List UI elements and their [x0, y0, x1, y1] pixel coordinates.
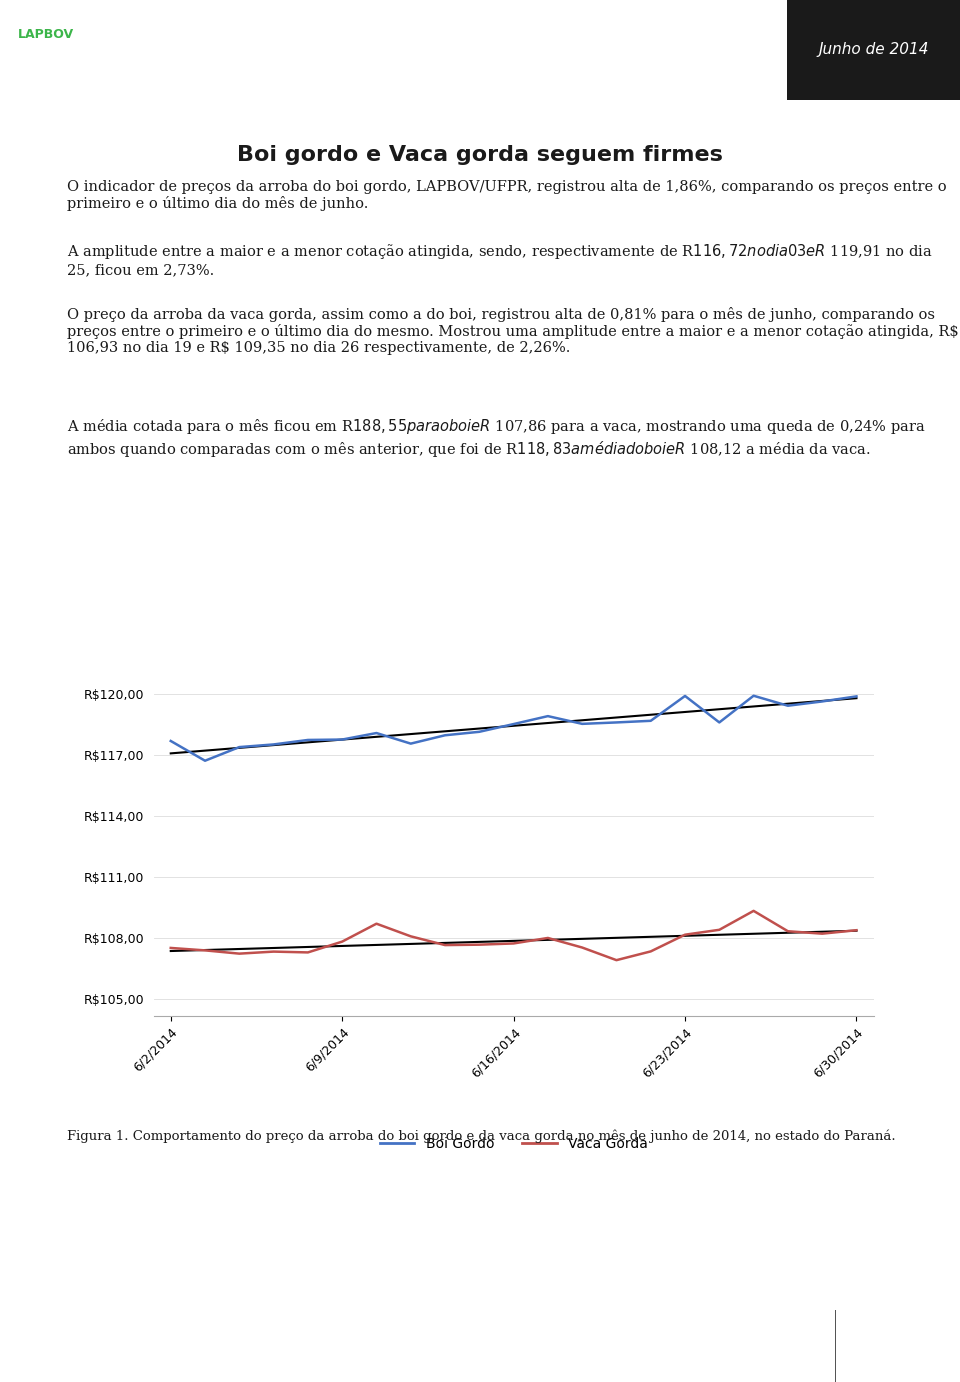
Text: INFORMATIVO MENSAL LAPBOV: INFORMATIVO MENSAL LAPBOV — [252, 37, 670, 62]
Text: Figura 1. Comportamento do preço da arroba do boi gordo e da vaca gorda no mês d: Figura 1. Comportamento do preço da arro… — [67, 1129, 896, 1143]
Bar — [835, 1310, 836, 1382]
Text: Junho de 2014: Junho de 2014 — [818, 43, 929, 57]
Text: A amplitude entre a maior e a menor cotação atingida, sendo, respectivamente de : A amplitude entre a maior e a menor cota… — [67, 242, 933, 276]
Text: 2: 2 — [891, 1336, 904, 1356]
Text: O indicador de preços da arroba do boi gordo, LAPBOV/UFPR, registrou alta de 1,8: O indicador de preços da arroba do boi g… — [67, 180, 947, 211]
Text: A média cotada para o mês ficou em R$ 188,55 para o boi e R$ 107,86 para a vaca,: A média cotada para o mês ficou em R$ 18… — [67, 417, 925, 459]
Bar — [787, 0, 960, 100]
Text: LAPBOV: LAPBOV — [17, 28, 74, 41]
Text: O preço da arroba da vaca gorda, assim como a do boi, registrou alta de 0,81% pa: O preço da arroba da vaca gorda, assim c… — [67, 307, 959, 355]
Legend: Boi Gordo, Vaca Gorda: Boi Gordo, Vaca Gorda — [374, 1132, 653, 1157]
Text: Laboratório de Pesquisas em Bovinocultura: Laboratório de Pesquisas em Bovinocultur… — [38, 1336, 478, 1356]
Text: Boi gordo e Vaca gorda seguem firmes: Boi gordo e Vaca gorda seguem firmes — [237, 145, 723, 164]
